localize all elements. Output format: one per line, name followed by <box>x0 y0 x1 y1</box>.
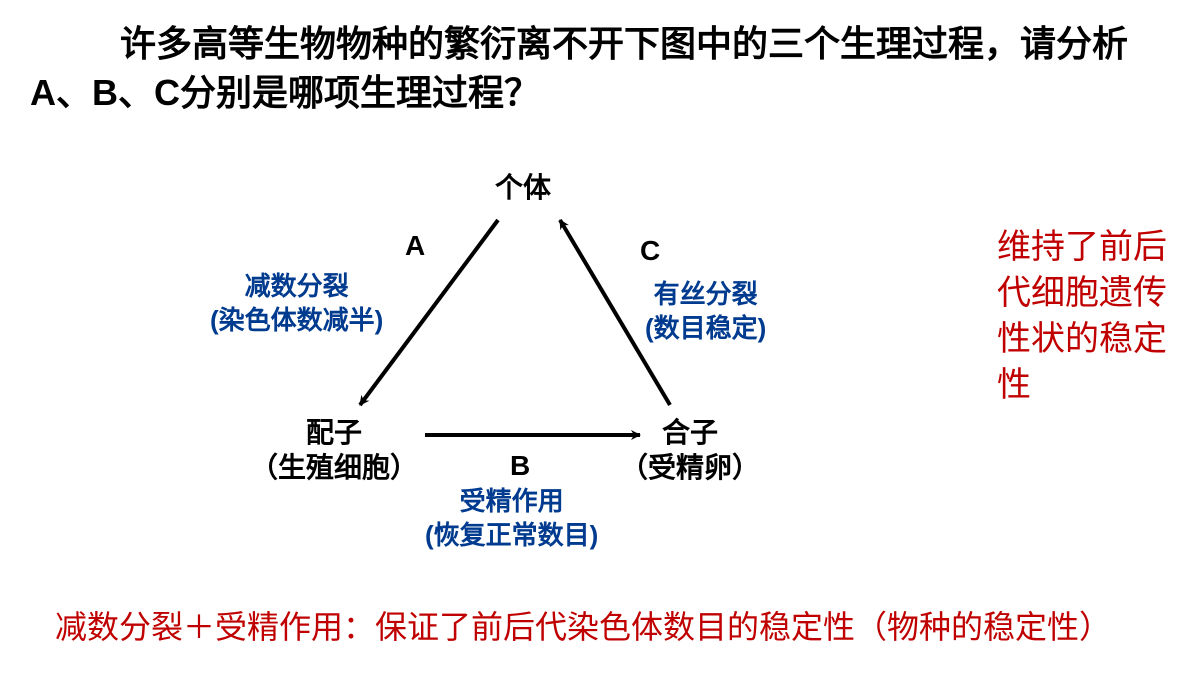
label-c-blue-line2: (数目稳定) <box>645 312 766 346</box>
label-a-blue-line2: (染色体数减半) <box>210 304 383 338</box>
node-right-line1: 合子 <box>620 415 760 450</box>
label-b: B <box>510 450 530 482</box>
node-left: 配子 （生殖细胞） <box>250 415 418 485</box>
label-b-blue: 受精作用 (恢复正常数目) <box>425 485 598 553</box>
node-right: 合子 （受精卵） <box>620 415 760 485</box>
side-note-red: 维持了前后代细胞遗传性状的稳定性 <box>997 225 1172 409</box>
node-top: 个体 <box>495 170 551 205</box>
label-c-blue: 有丝分裂 (数目稳定) <box>645 278 766 346</box>
label-c: C <box>640 235 660 267</box>
label-a: A <box>405 230 425 262</box>
node-right-line2: （受精卵） <box>620 450 760 485</box>
label-b-blue-line1: 受精作用 <box>425 485 598 519</box>
label-b-blue-line2: (恢复正常数目) <box>425 519 598 553</box>
question-title: 许多高等生物物种的繁衍离不开下图中的三个生理过程，请分析A、B、C分别是哪项生理… <box>30 20 1170 117</box>
label-a-blue: 减数分裂 (染色体数减半) <box>210 270 383 338</box>
process-diagram: 个体 配子 （生殖细胞） 合子 （受精卵） A B C 减数分裂 (染色体数减半… <box>250 170 810 510</box>
node-left-line1: 配子 <box>250 415 418 450</box>
bottom-note-red: 减数分裂＋受精作用：保证了前后代染色体数目的稳定性（物种的稳定性） <box>55 605 1145 650</box>
label-a-blue-line1: 减数分裂 <box>210 270 383 304</box>
label-c-blue-line1: 有丝分裂 <box>645 278 766 312</box>
node-left-line2: （生殖细胞） <box>250 450 418 485</box>
